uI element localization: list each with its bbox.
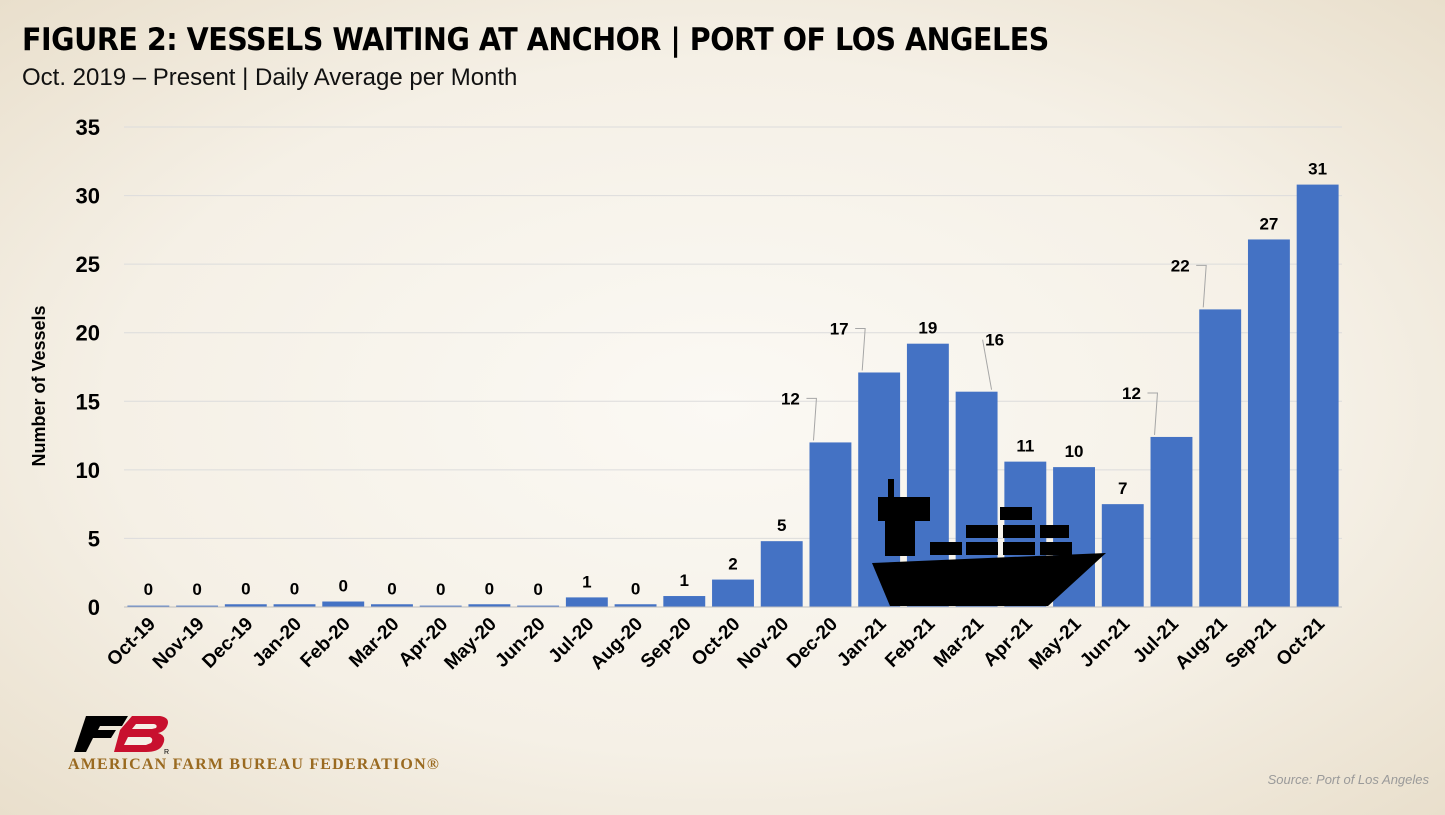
data-label: 17 (830, 319, 849, 338)
x-tick-label: Dec-20 (783, 614, 842, 673)
data-label: 2 (728, 555, 737, 574)
leader-line (982, 339, 993, 390)
data-label: 0 (241, 579, 250, 598)
data-label: 11 (1016, 437, 1034, 456)
chart-title: FIGURE 2: VESSELS WAITING AT ANCHOR | PO… (22, 22, 1049, 58)
data-label: 27 (1259, 214, 1278, 233)
leader-line (1147, 392, 1159, 435)
y-tick-label: 20 (76, 321, 100, 346)
bar-sep-21 (1247, 239, 1290, 607)
data-label: 12 (781, 389, 800, 408)
data-label: 0 (533, 580, 542, 599)
x-tick-label: Jun-20 (491, 614, 549, 672)
y-tick-label: 0 (88, 595, 100, 620)
organization-name: AMERICAN FARM BUREAU FEDERATION® (68, 756, 440, 773)
x-tick-label: May-20 (441, 614, 501, 674)
bar-jun-21 (1101, 504, 1144, 607)
bar-nov-20 (760, 541, 803, 607)
y-tick-label: 30 (76, 184, 100, 209)
x-tick-label: Aug-21 (1171, 613, 1232, 674)
x-tick-label: Jan-20 (249, 614, 306, 671)
bar-feb-20 (322, 601, 365, 607)
bar-dec-19 (224, 604, 267, 607)
bar-apr-20 (419, 605, 462, 607)
x-tick-label: May-21 (1025, 613, 1086, 674)
data-label: 19 (918, 319, 937, 338)
bar-jul-20 (565, 597, 608, 607)
y-tick-label: 25 (76, 252, 100, 277)
data-label: 0 (387, 579, 396, 598)
bar-jul-21 (1150, 436, 1193, 607)
bar-nov-19 (176, 605, 219, 607)
svg-text:R: R (164, 749, 169, 756)
bar-oct-20 (712, 579, 754, 607)
afbf-logo-icon: R (74, 716, 169, 756)
x-tick-label: Feb-21 (881, 613, 939, 671)
data-label: 7 (1118, 479, 1127, 498)
x-tick-label: Sep-20 (637, 614, 696, 673)
data-label: 1 (582, 572, 591, 591)
y-tick-label: 15 (76, 389, 100, 414)
x-tick-label: Sep-21 (1222, 613, 1281, 672)
data-label: 0 (339, 577, 348, 596)
data-label: 0 (144, 580, 153, 599)
x-tick-label: Oct-21 (1273, 613, 1330, 670)
bar-mar-20 (371, 604, 413, 607)
bar-may-20 (468, 604, 511, 607)
y-axis-ticks: 0 5 10 15 20 25 30 35 (76, 115, 100, 620)
container-ship-icon (872, 479, 1106, 606)
bar-aug-21 (1199, 309, 1242, 607)
bar-jan-20 (273, 604, 316, 607)
x-tick-label: Dec-19 (198, 614, 257, 673)
x-tick-label: Mar-20 (345, 614, 403, 672)
data-label: 0 (631, 579, 640, 598)
data-label: 0 (485, 579, 494, 598)
x-tick-label: Aug-20 (587, 614, 647, 674)
bar-sep-20 (663, 596, 706, 607)
data-label: 0 (290, 579, 299, 598)
data-label: 5 (777, 516, 786, 535)
y-tick-label: 5 (88, 526, 100, 551)
x-tick-label: Feb-20 (297, 614, 355, 672)
data-label: 16 (985, 331, 1004, 350)
chart-subtitle: Oct. 2019 – Present | Daily Average per … (22, 64, 518, 91)
bar-dec-20 (809, 442, 852, 607)
leader-line (855, 327, 866, 371)
y-tick-label: 35 (76, 115, 100, 140)
data-label: 0 (436, 580, 445, 599)
y-axis-label: Number of Vessels (29, 305, 49, 466)
x-tick-label: Mar-21 (930, 613, 988, 671)
data-label: 0 (192, 580, 201, 599)
data-label: 31 (1308, 160, 1327, 179)
x-axis-ticks: Oct-19Nov-19Dec-19Jan-20Feb-20Mar-20Apr-… (103, 613, 1329, 674)
data-label: 1 (680, 571, 689, 590)
bar-oct-21 (1296, 184, 1339, 607)
bar-jun-20 (517, 605, 560, 607)
bar-oct-19 (127, 605, 170, 607)
leader-line (1196, 264, 1207, 308)
x-tick-label: Jan-21 (833, 613, 891, 671)
x-tick-label: Nov-20 (734, 614, 794, 674)
bar-aug-20 (614, 604, 657, 607)
gridlines (124, 126, 1342, 539)
y-tick-label: 10 (76, 458, 100, 483)
data-label: 10 (1065, 442, 1084, 461)
x-tick-label: Jun-21 (1076, 613, 1134, 671)
leader-line (806, 397, 817, 441)
data-label: 12 (1122, 384, 1141, 403)
data-label: 22 (1171, 256, 1190, 275)
label-leader-lines (806, 264, 1207, 441)
x-tick-label: Nov-19 (149, 614, 209, 674)
source-note: Source: Port of Los Angeles (1267, 772, 1429, 787)
